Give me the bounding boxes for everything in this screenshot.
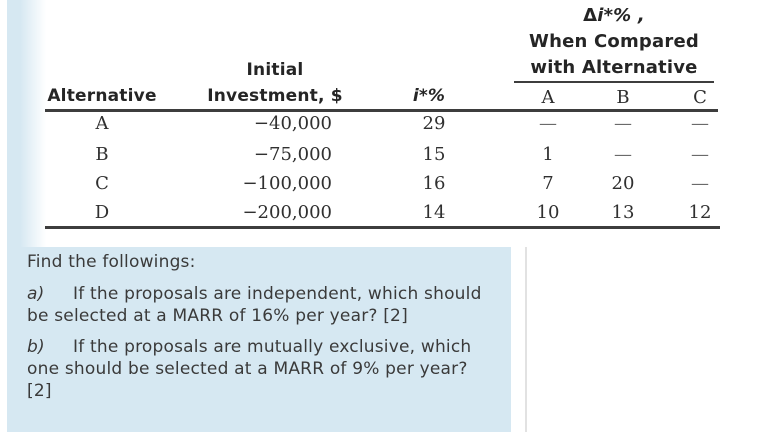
cell-vs-a-c: 7 bbox=[542, 173, 554, 194]
cell-vs-c-a: — bbox=[691, 113, 709, 134]
table-bottom-rule bbox=[45, 226, 720, 229]
span-header-line3: with Alternative bbox=[530, 57, 698, 78]
question-b-line2: one should be selected at a MARR of 9% p… bbox=[27, 359, 468, 379]
cell-investment-a: −40,000 bbox=[253, 113, 332, 134]
cell-vs-b-a: — bbox=[614, 113, 632, 134]
question-b-label: b) bbox=[27, 337, 45, 357]
col-header-initial-line2: Investment, $ bbox=[207, 86, 343, 106]
question-a: a) If the proposals are independent, whic… bbox=[27, 283, 499, 327]
cell-ror-d: 14 bbox=[422, 202, 446, 223]
ror-symbol: i*% , bbox=[597, 5, 645, 26]
span-header-line1: Δi*% , bbox=[513, 3, 715, 29]
cell-investment-d: −200,000 bbox=[242, 202, 332, 223]
cell-vs-b-b: — bbox=[614, 144, 632, 165]
col-header-initial-line1: Initial bbox=[246, 60, 304, 80]
col-header-alternative: Alternative bbox=[47, 86, 157, 106]
col-header-vs-a: A bbox=[541, 87, 555, 108]
cell-investment-b: −75,000 bbox=[253, 144, 332, 165]
header-rule bbox=[45, 109, 718, 112]
col-header-vs-b: B bbox=[616, 87, 630, 108]
table-image-card bbox=[20, 0, 758, 247]
cell-ror-c: 16 bbox=[422, 173, 446, 194]
cell-alt-a: A bbox=[95, 113, 109, 134]
cell-vs-a-a: — bbox=[539, 113, 557, 134]
col-header-ror: i*% bbox=[412, 86, 446, 106]
question-a-label: a) bbox=[27, 284, 45, 304]
table-span-header: Δi*% , When Compared with Alternative bbox=[513, 3, 715, 81]
delta-symbol: Δ bbox=[583, 5, 598, 26]
vertical-divider bbox=[525, 247, 527, 432]
cell-vs-c-b: — bbox=[691, 144, 709, 165]
span-header-rule bbox=[514, 81, 714, 83]
question-b-line1: If the proposals are mutually exclusive,… bbox=[73, 337, 472, 357]
cell-vs-c-d: 12 bbox=[688, 202, 712, 223]
cell-alt-b: B bbox=[95, 144, 109, 165]
question-a-line2: be selected at a MARR of 16% per year? [… bbox=[27, 306, 408, 326]
cell-ror-b: 15 bbox=[422, 144, 446, 165]
cell-vs-b-c: 20 bbox=[611, 173, 635, 194]
cell-alt-d: D bbox=[94, 202, 110, 223]
cell-vs-a-b: 1 bbox=[542, 144, 554, 165]
cell-ror-a: 29 bbox=[422, 113, 446, 134]
cell-vs-a-d: 10 bbox=[536, 202, 560, 223]
cell-vs-b-d: 13 bbox=[611, 202, 635, 223]
question-b-line3: [2] bbox=[27, 381, 52, 401]
cell-vs-c-c: — bbox=[691, 173, 709, 194]
question-a-line1: If the proposals are independent, which … bbox=[73, 284, 482, 304]
col-header-vs-c: C bbox=[693, 87, 707, 108]
question-b: b) If the proposals are mutually exclusiv… bbox=[27, 336, 499, 402]
questions-intro: Find the followings: bbox=[27, 252, 196, 272]
cell-investment-c: −100,000 bbox=[242, 173, 332, 194]
questions-block: Find the followings: a) If the proposals … bbox=[27, 251, 499, 411]
span-header-line2: When Compared bbox=[529, 31, 699, 52]
cell-alt-c: C bbox=[95, 173, 109, 194]
